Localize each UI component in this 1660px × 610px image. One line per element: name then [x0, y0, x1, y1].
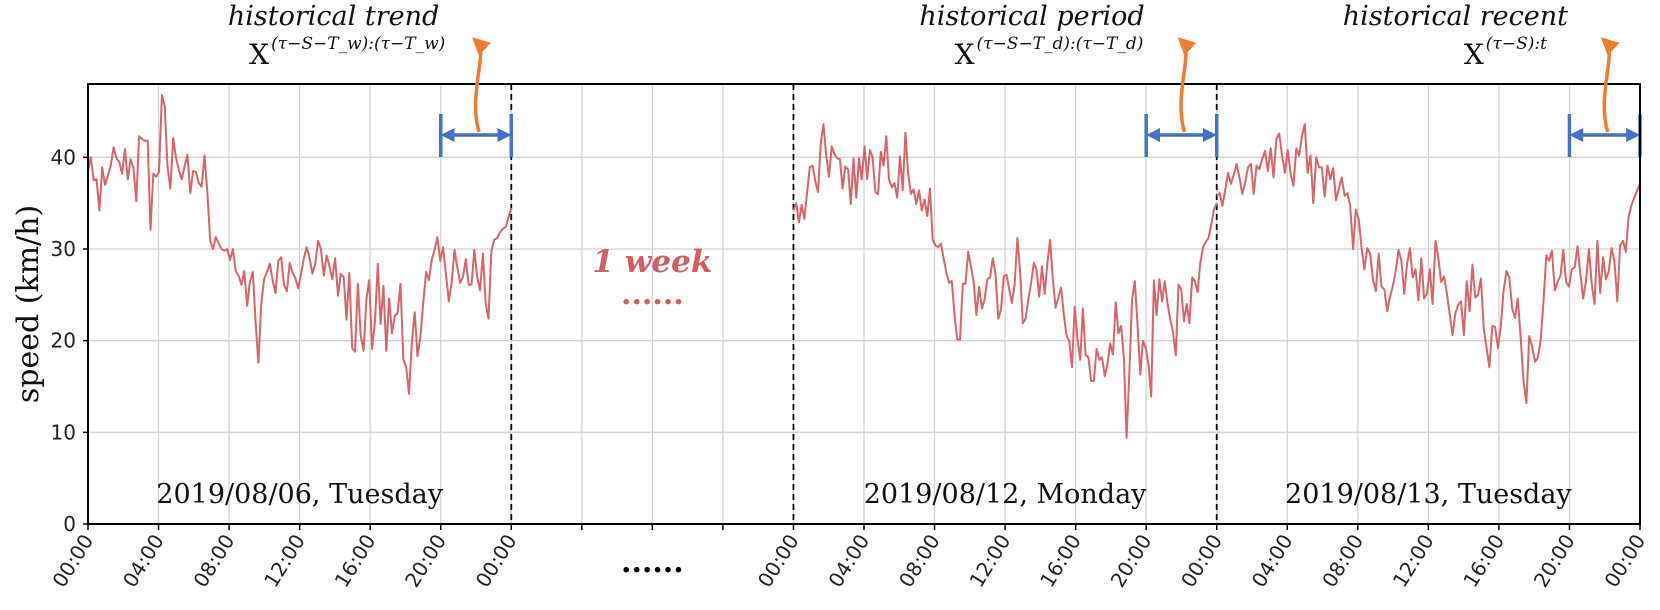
- x-tick-label: 04:00: [118, 530, 169, 592]
- annotation-superscript: (τ−S):t: [1486, 34, 1547, 54]
- annotation-title-2: historical period: [919, 1, 1144, 32]
- annotation-title-3: historical recent: [1343, 1, 1568, 32]
- x-tick-label: 08:00: [894, 530, 945, 592]
- annotation-arrow: [472, 37, 491, 133]
- x-tick-label: 08:00: [1317, 530, 1368, 592]
- annotation-title-1: historical trend: [228, 1, 439, 32]
- series-line-day-3: [1216, 123, 1641, 404]
- x-axis-ticks: 00:00 04:00 08:00 12:00 16:00 20:00 00:00 00:00…: [47, 524, 1650, 592]
- x-tick-label: 00:00: [47, 530, 98, 592]
- annotation-symbol: X: [1464, 38, 1484, 71]
- annotation-superscript: (τ−S−T_w):(τ−T_w): [271, 34, 445, 54]
- x-tick-label: 20:00: [1529, 530, 1580, 592]
- day-label-3: 2019/08/13, Tuesday: [1285, 479, 1572, 510]
- x-tick-label: 00:00: [1599, 530, 1650, 592]
- x-tick-label: 12:00: [259, 530, 310, 592]
- x-tick-label: 04:00: [823, 530, 874, 592]
- day-label-2: 2019/08/12, Monday: [864, 479, 1147, 510]
- x-tick-label: 12:00: [964, 530, 1015, 592]
- y-tick-label: 10: [51, 420, 76, 444]
- y-tick-label: 20: [51, 329, 76, 353]
- day-labels: 2019/08/06, Tuesday 2019/08/12, Monday 201…: [156, 479, 1572, 510]
- annotation-symbol: X: [249, 38, 269, 71]
- x-tick-label: 12:00: [1388, 530, 1439, 592]
- y-axis-label: speed (km/h): [11, 205, 46, 403]
- day-label-1: 2019/08/06, Tuesday: [156, 479, 443, 510]
- x-tick-label: 16:00: [1035, 530, 1086, 592]
- annotation-superscript: (τ−S−T_d):(τ−T_d): [977, 34, 1144, 54]
- history-intervals: [438, 114, 1642, 157]
- gap-week-dots: ......: [621, 277, 684, 312]
- y-tick-label: 40: [51, 145, 76, 169]
- x-tick-label: 20:00: [1106, 530, 1157, 592]
- plot-frame: [87, 83, 1641, 525]
- x-tick-label: 16:00: [1458, 530, 1509, 592]
- y-axis-ticks: 0 10 20 30 40: [51, 145, 88, 536]
- gap-week-label: 1 week: [592, 244, 712, 280]
- annotation-symbol: X: [955, 38, 975, 71]
- series-lines: [87, 94, 1641, 439]
- x-tick-label: 16:00: [330, 530, 381, 592]
- x-axis-gap-dots: ......: [621, 545, 684, 580]
- x-tick-label: 04:00: [1247, 530, 1298, 592]
- series-line-day-1: [87, 94, 513, 395]
- y-tick-label: 30: [51, 237, 76, 261]
- annotation-arrow: [1600, 37, 1620, 133]
- x-tick-label: 08:00: [188, 530, 239, 592]
- x-tick-label: 00:00: [753, 530, 804, 592]
- annotation-arrow: [1177, 37, 1197, 133]
- x-tick-label: 00:00: [471, 530, 522, 592]
- x-tick-label: 00:00: [1176, 530, 1227, 592]
- series-line-day-2: [792, 123, 1218, 439]
- x-tick-label: 20:00: [400, 530, 451, 592]
- y-tick-label: 0: [63, 512, 76, 536]
